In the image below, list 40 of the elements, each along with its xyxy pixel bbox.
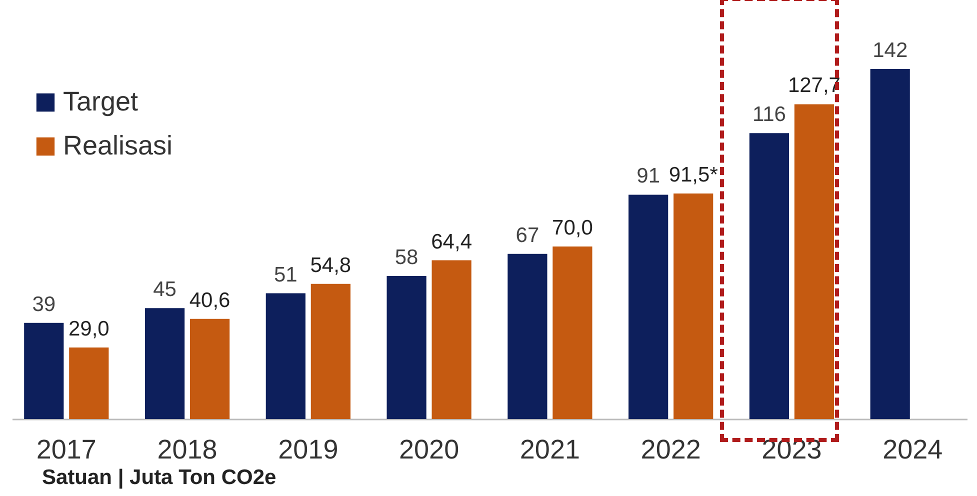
legend-label: Target <box>63 86 139 116</box>
x-tick-label: 2019 <box>278 434 338 464</box>
legend-label: Realisasi <box>63 130 173 160</box>
data-label: 40,6 <box>189 288 230 312</box>
data-label: 39 <box>32 292 56 316</box>
bar <box>266 293 306 419</box>
data-label: 29,0 <box>68 318 110 341</box>
bar <box>69 348 109 419</box>
bar <box>190 318 230 419</box>
bar <box>552 246 592 419</box>
bar <box>432 260 472 419</box>
data-label: 142 <box>872 39 908 62</box>
bar <box>310 284 350 419</box>
data-label: 127,7 <box>788 74 840 98</box>
data-label: 70,0 <box>552 216 593 240</box>
data-label: 91 <box>636 164 660 188</box>
text: Satuan | Juta Ton CO2e <box>42 466 276 489</box>
x-tick-label: 2021 <box>520 434 580 464</box>
data-label: 54,8 <box>310 254 352 277</box>
bar <box>749 133 790 419</box>
x-tick-label: 2017 <box>36 434 96 464</box>
x-tick-label: 2020 <box>399 434 460 464</box>
data-label: 91,5* <box>668 163 718 186</box>
bar <box>628 194 668 419</box>
x-tick-label: 2018 <box>157 434 218 464</box>
data-label: 116 <box>752 103 786 126</box>
data-label: 45 <box>153 278 176 302</box>
x-tick-label: 2024 <box>882 434 943 464</box>
data-label: 58 <box>394 246 418 270</box>
bar <box>870 69 910 419</box>
bar <box>24 322 64 419</box>
data-label: 64,4 <box>431 230 472 254</box>
x-tick-label: 2022 <box>640 434 701 464</box>
bar <box>144 308 185 419</box>
bar <box>674 193 714 419</box>
bar <box>386 276 426 419</box>
bar <box>508 254 548 419</box>
data-label: 67 <box>516 224 540 247</box>
data-label: 51 <box>274 263 298 286</box>
bar <box>794 104 834 419</box>
